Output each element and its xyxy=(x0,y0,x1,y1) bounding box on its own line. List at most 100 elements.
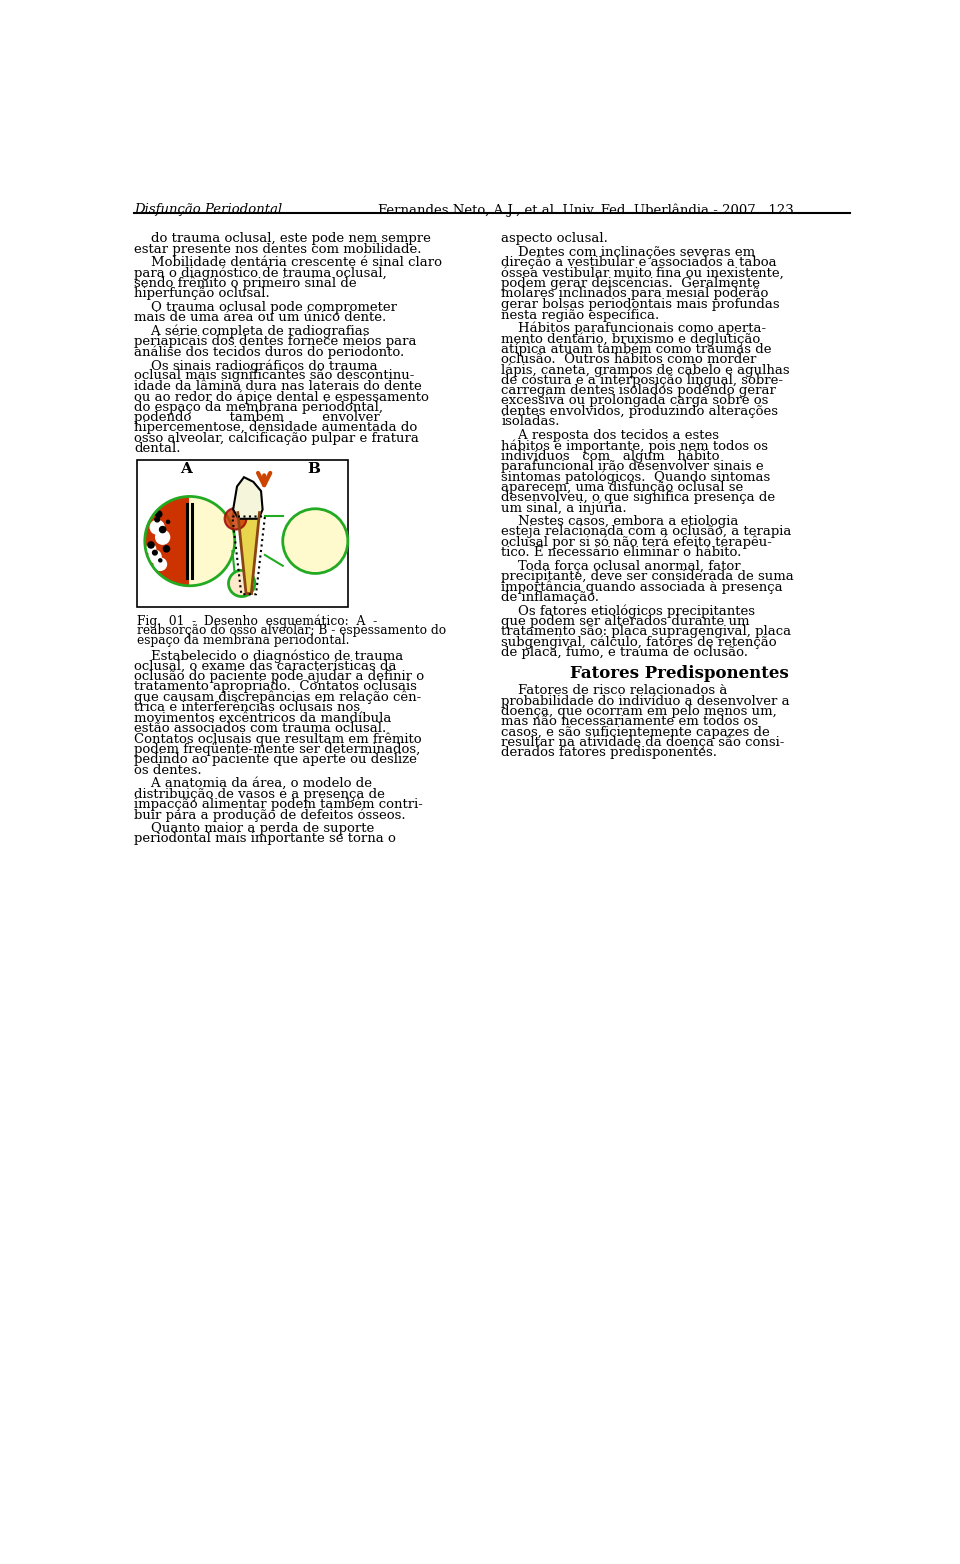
Polygon shape xyxy=(238,513,259,593)
Text: atípica atuam também como traumas de: atípica atuam também como traumas de xyxy=(501,343,772,357)
Text: de placa, fumo, e trauma de oclusão.: de placa, fumo, e trauma de oclusão. xyxy=(501,646,748,658)
Circle shape xyxy=(225,508,247,530)
Text: oclusal mais significantes são descontinu-: oclusal mais significantes são descontin… xyxy=(134,369,415,383)
Text: Quanto maior a perda de suporte: Quanto maior a perda de suporte xyxy=(134,821,374,835)
Text: sintomas patológicos.  Quando sintomas: sintomas patológicos. Quando sintomas xyxy=(501,471,771,483)
Text: de costura e a interposição lingual, sobre-: de costura e a interposição lingual, sob… xyxy=(501,374,783,386)
Text: estar presente nos dentes com mobilidade.: estar presente nos dentes com mobilidade… xyxy=(134,242,421,256)
Text: hiperfunção oclusal.: hiperfunção oclusal. xyxy=(134,288,270,300)
Circle shape xyxy=(166,521,170,524)
Circle shape xyxy=(148,541,155,547)
Text: desenvolveu, o que significa presença de: desenvolveu, o que significa presença de xyxy=(501,491,776,504)
Polygon shape xyxy=(190,496,234,586)
Text: idade da lâmina dura nas laterais do dente: idade da lâmina dura nas laterais do den… xyxy=(134,380,421,393)
Text: dentes envolvidos, produzindo alterações: dentes envolvidos, produzindo alterações xyxy=(501,405,779,418)
Text: B: B xyxy=(307,461,321,475)
Text: periodontal mais importante se torna o: periodontal mais importante se torna o xyxy=(134,832,396,845)
Text: espaço da membrana periodontal.: espaço da membrana periodontal. xyxy=(137,633,349,646)
Text: estão associados com trauma oclusal.: estão associados com trauma oclusal. xyxy=(134,723,386,735)
Text: Hábitos parafuncionais como aperta-: Hábitos parafuncionais como aperta- xyxy=(501,322,766,335)
Text: esteja relacionada com a oclusão, a terapia: esteja relacionada com a oclusão, a tera… xyxy=(501,526,792,538)
Circle shape xyxy=(159,527,166,533)
Text: distribuição de vasos e a presença de: distribuição de vasos e a presença de xyxy=(134,788,385,801)
Text: trica e interferências oclusais nos: trica e interferências oclusais nos xyxy=(134,701,360,715)
Text: um sinal, a injúria.: um sinal, a injúria. xyxy=(501,502,627,515)
Text: nesta região específica.: nesta região específica. xyxy=(501,308,660,322)
Text: hábitos é importante, pois nem todos os: hábitos é importante, pois nem todos os xyxy=(501,439,768,452)
Text: oclusal, o exame das características da: oclusal, o exame das características da xyxy=(134,660,396,673)
Text: A: A xyxy=(180,461,192,475)
Text: mento dentário, bruxismo e deglutição: mento dentário, bruxismo e deglutição xyxy=(501,332,760,346)
Circle shape xyxy=(158,558,162,561)
Text: A resposta dos tecidos a estes: A resposta dos tecidos a estes xyxy=(501,429,719,441)
Text: pedindo ao paciente que aperte ou deslize: pedindo ao paciente que aperte ou desliz… xyxy=(134,754,417,766)
Circle shape xyxy=(153,551,157,555)
Text: para o diagnóstico de trauma oclusal,: para o diagnóstico de trauma oclusal, xyxy=(134,266,387,280)
Text: Os fatores etiológicos precipitantes: Os fatores etiológicos precipitantes xyxy=(501,604,756,618)
Text: direção a vestibular e associados a taboa: direção a vestibular e associados a tabo… xyxy=(501,256,777,269)
Text: precipitante, deve ser considerada de suma: precipitante, deve ser considerada de su… xyxy=(501,569,794,583)
Text: hipercementose, densidade aumentada do: hipercementose, densidade aumentada do xyxy=(134,421,418,435)
Circle shape xyxy=(156,530,170,544)
Text: análise dos tecidos duros do periodonto.: análise dos tecidos duros do periodonto. xyxy=(134,346,404,360)
Text: Mobilidade dentária crescente é sinal claro: Mobilidade dentária crescente é sinal cl… xyxy=(134,256,442,269)
Text: A anatomia da área, o modelo de: A anatomia da área, o modelo de xyxy=(134,777,372,790)
Text: A série completa de radiografias: A série completa de radiografias xyxy=(134,325,370,338)
Circle shape xyxy=(146,544,156,554)
Text: Fig.  01  -  Desenho  esquemático:  A  -: Fig. 01 - Desenho esquemático: A - xyxy=(137,615,377,627)
Text: que causam discrepâncias em relação cên-: que causam discrepâncias em relação cên- xyxy=(134,691,421,704)
Text: aparecem, uma disfunção oclusal se: aparecem, uma disfunção oclusal se xyxy=(501,480,744,494)
Text: óssea vestibular muito fina ou inexistente,: óssea vestibular muito fina ou inexisten… xyxy=(501,266,784,280)
Circle shape xyxy=(228,571,254,596)
Text: aspecto oclusal.: aspecto oclusal. xyxy=(501,233,609,246)
Polygon shape xyxy=(145,496,190,586)
Circle shape xyxy=(155,518,159,522)
Text: gerar bolsas periodontais mais profundas: gerar bolsas periodontais mais profundas xyxy=(501,297,780,311)
Circle shape xyxy=(156,511,162,518)
Text: Fatores Predisponentes: Fatores Predisponentes xyxy=(570,665,789,682)
Text: oclusão.  Outros hábitos como morder: oclusão. Outros hábitos como morder xyxy=(501,353,756,366)
Text: reabsorção do osso alveolar; B - espessamento do: reabsorção do osso alveolar; B - espessa… xyxy=(137,624,446,637)
Text: Toda força oclusal anormal, fator: Toda força oclusal anormal, fator xyxy=(501,560,741,572)
Text: sendo frêmito o primeiro sinal de: sendo frêmito o primeiro sinal de xyxy=(134,277,356,291)
Text: probabilidade do indivíduo a desenvolver a: probabilidade do indivíduo a desenvolver… xyxy=(501,694,790,708)
Text: molares inclinados para mesial poderão: molares inclinados para mesial poderão xyxy=(501,288,769,300)
Text: oclusão do paciente pode ajudar a definir o: oclusão do paciente pode ajudar a defini… xyxy=(134,669,424,683)
Text: podem gerar deiscências.  Geralmente: podem gerar deiscências. Geralmente xyxy=(501,277,760,291)
Text: Dentes com inclinações severas em: Dentes com inclinações severas em xyxy=(501,246,756,258)
Text: oclusal por si só não terá efeito terapêu-: oclusal por si só não terá efeito terapê… xyxy=(501,536,772,549)
Text: os dentes.: os dentes. xyxy=(134,763,202,777)
Text: Estabelecido o diagnóstico de trauma: Estabelecido o diagnóstico de trauma xyxy=(134,649,403,663)
Text: dental.: dental. xyxy=(134,443,180,455)
Text: periapicais dos dentes fornece meios para: periapicais dos dentes fornece meios par… xyxy=(134,335,417,349)
Text: do espaço da membrana periodontal,: do espaço da membrana periodontal, xyxy=(134,400,383,413)
Text: Os sinais radiográficos do trauma: Os sinais radiográficos do trauma xyxy=(134,360,377,372)
Text: que podem ser alterados durante um: que podem ser alterados durante um xyxy=(501,615,750,627)
Text: tratamento apropriado.  Contatos oclusais: tratamento apropriado. Contatos oclusais xyxy=(134,680,417,693)
Text: resultar na atividade da doença são consi-: resultar na atividade da doença são cons… xyxy=(501,737,784,749)
Text: movimentos excêntricos da mandíbula: movimentos excêntricos da mandíbula xyxy=(134,712,392,724)
Text: subgengival, cálculo, fatores de retenção: subgengival, cálculo, fatores de retençã… xyxy=(501,635,777,649)
Polygon shape xyxy=(233,477,263,519)
Text: tratamento são: placa supragengival, placa: tratamento são: placa supragengival, pla… xyxy=(501,626,791,638)
Text: podendo         também         envolver: podendo também envolver xyxy=(134,411,380,424)
Text: tico. É necessário eliminar o hábito.: tico. É necessário eliminar o hábito. xyxy=(501,546,742,558)
Text: indivíduos   com   algum   hábito: indivíduos com algum hábito xyxy=(501,449,720,463)
Circle shape xyxy=(149,551,161,563)
Text: Fatores de risco relacionados à: Fatores de risco relacionados à xyxy=(501,683,728,698)
Circle shape xyxy=(283,508,348,574)
Text: importância quando associada à presença: importância quando associada à presença xyxy=(501,580,783,594)
Text: podem freqüente-mente ser determinados,: podem freqüente-mente ser determinados, xyxy=(134,743,420,755)
Text: O trauma oclusal pode comprometer: O trauma oclusal pode comprometer xyxy=(134,300,396,314)
Text: parafuncional irão desenvolver sinais e: parafuncional irão desenvolver sinais e xyxy=(501,460,764,472)
Text: mas não necessariamente em todos os: mas não necessariamente em todos os xyxy=(501,715,758,729)
Text: derados fatores predisponentes.: derados fatores predisponentes. xyxy=(501,746,717,759)
Text: casos, e são suficientemente capazes de: casos, e são suficientemente capazes de xyxy=(501,726,770,738)
Text: carregam dentes isolados podendo gerar: carregam dentes isolados podendo gerar xyxy=(501,385,777,397)
Bar xyxy=(137,460,348,607)
Text: osso alveolar, calcificação pulpar e fratura: osso alveolar, calcificação pulpar e fra… xyxy=(134,432,419,444)
Text: do trauma oclusal, este pode nem sempre: do trauma oclusal, este pode nem sempre xyxy=(134,233,431,246)
Circle shape xyxy=(163,546,170,552)
Text: ou ao redor do ápice dental e espessamento: ou ao redor do ápice dental e espessamen… xyxy=(134,389,429,404)
Circle shape xyxy=(150,521,164,535)
